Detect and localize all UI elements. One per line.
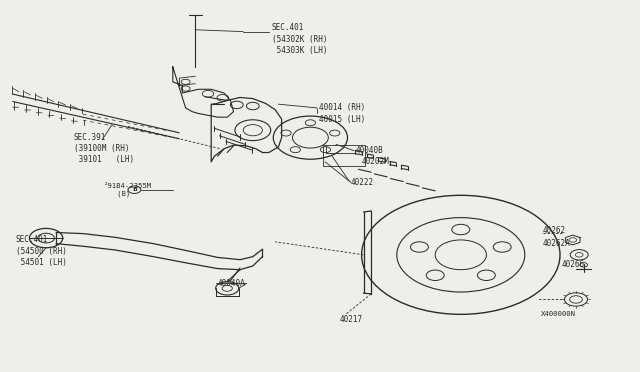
Text: X400000N: X400000N <box>541 311 576 317</box>
Text: SEC.401
(54500 (RH)
 54501 (LH): SEC.401 (54500 (RH) 54501 (LH) <box>16 235 67 267</box>
Text: 40040A: 40040A <box>218 279 245 288</box>
Text: 40222: 40222 <box>351 178 374 187</box>
Text: 40262A: 40262A <box>543 239 570 248</box>
Text: 40266: 40266 <box>562 260 585 269</box>
Text: B: B <box>132 187 137 192</box>
Text: 40202M: 40202M <box>362 157 389 166</box>
Text: 40262: 40262 <box>543 226 566 235</box>
Text: 40217: 40217 <box>339 315 362 324</box>
Text: 40040B: 40040B <box>355 146 383 155</box>
Text: ²91B4-2355M
   (B): ²91B4-2355M (B) <box>104 183 152 197</box>
Text: SEC.401
(54302K (RH)
 54303K (LH): SEC.401 (54302K (RH) 54303K (LH) <box>272 23 328 55</box>
Text: SEC.391
(39100M (RH)
 39101   (LH): SEC.391 (39100M (RH) 39101 (LH) <box>74 133 134 164</box>
Text: 40014 (RH)
40015 (LH): 40014 (RH) 40015 (LH) <box>319 103 365 124</box>
